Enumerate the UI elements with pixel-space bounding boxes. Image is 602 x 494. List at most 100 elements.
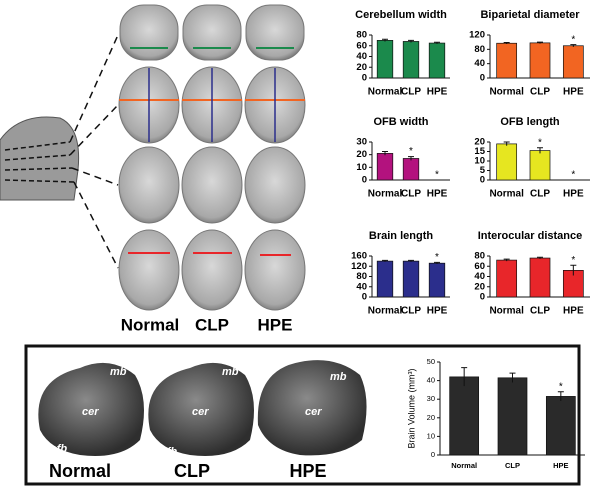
x-tick-label: CLP — [505, 461, 520, 470]
y-tick-label: 120 — [469, 30, 485, 41]
x-tick-label: HPE — [563, 87, 584, 98]
part-label: ofb — [160, 446, 177, 458]
part-label: mb — [330, 371, 347, 383]
error-bar — [408, 39, 414, 43]
y-tick-label: 0 — [480, 292, 485, 303]
y-tick-label: 40 — [474, 271, 485, 282]
bar — [402, 158, 420, 181]
render-panel: mb cer ofb mb cer ofb mb cer Normal CLP … — [24, 344, 581, 486]
slice-label: HPE — [258, 315, 293, 334]
y-tick-label: 10 — [356, 162, 367, 173]
bar — [376, 40, 394, 79]
error-bar — [382, 38, 388, 42]
y-tick-label: 60 — [474, 261, 485, 272]
x-tick-label: Normal — [489, 189, 524, 200]
part-label: mb — [222, 366, 239, 378]
error-bar — [503, 258, 510, 262]
bar — [529, 42, 551, 79]
y-tick-label: 15 — [474, 146, 485, 157]
bar — [496, 259, 518, 298]
error-bar — [434, 261, 440, 264]
significance-marker: * — [571, 34, 575, 45]
y-tick-label: 50 — [427, 357, 435, 366]
part-label: cer — [305, 406, 322, 418]
y-tick-label: 40 — [356, 281, 367, 292]
y-tick-label: 160 — [351, 251, 367, 262]
y-tick-label: 40 — [474, 58, 485, 69]
x-tick-label: HPE — [427, 306, 448, 317]
y-tick-label: 20 — [474, 281, 485, 292]
significance-marker: * — [435, 252, 439, 263]
y-tick-label: 5 — [480, 165, 486, 176]
part-label: cer — [192, 406, 209, 418]
error-bar — [503, 42, 510, 44]
bar — [402, 41, 420, 79]
render-label: Normal — [49, 461, 111, 481]
bar — [497, 377, 528, 456]
error-bar — [382, 259, 388, 262]
significance-marker: * — [435, 170, 439, 181]
x-tick-label: HPE — [563, 189, 584, 200]
bar — [496, 42, 518, 79]
significance-marker: * — [559, 381, 563, 392]
slice-label: Normal — [121, 315, 180, 334]
sagittal-view — [0, 34, 119, 269]
render-label: HPE — [289, 461, 326, 481]
x-tick-label: CLP — [401, 189, 421, 200]
y-tick-label: 10 — [474, 156, 485, 167]
y-tick-label: 0 — [480, 73, 485, 84]
y-tick-label: 60 — [356, 40, 367, 51]
error-bar — [408, 156, 414, 161]
chart-title: Cerebellum width — [355, 9, 447, 21]
y-tick-label: 80 — [474, 44, 485, 55]
part-label: ofb — [50, 443, 67, 455]
significance-marker: * — [538, 137, 542, 148]
error-bar — [503, 141, 510, 146]
x-tick-label: HPE — [563, 306, 584, 317]
x-tick-label: Normal — [451, 461, 477, 470]
y-tick-label: 0 — [362, 175, 367, 186]
bar — [402, 260, 420, 298]
y-tick-label: 10 — [427, 431, 435, 440]
x-tick-label: HPE — [427, 189, 448, 200]
part-label: mb — [110, 366, 127, 378]
x-tick-label: CLP — [401, 87, 421, 98]
bar — [545, 396, 576, 456]
bar — [496, 143, 518, 181]
x-tick-label: Normal — [368, 87, 403, 98]
y-tick-label: 30 — [427, 394, 435, 403]
y-tick-label: 20 — [356, 149, 367, 160]
x-tick-label: CLP — [530, 306, 550, 317]
part-label: cer — [82, 406, 99, 418]
y-tick-label: 0 — [362, 73, 367, 84]
error-bar — [537, 256, 543, 259]
y-tick-label: 20 — [474, 137, 485, 148]
bar — [428, 262, 446, 298]
bar — [428, 42, 446, 79]
chart-title: OFB width — [374, 116, 429, 128]
x-tick-label: Normal — [489, 306, 524, 317]
bar — [376, 153, 394, 181]
x-tick-label: HPE — [553, 461, 568, 470]
x-tick-label: HPE — [427, 87, 448, 98]
x-tick-label: CLP — [530, 189, 550, 200]
y-tick-label: 80 — [356, 30, 367, 41]
significance-marker: * — [409, 146, 413, 157]
y-tick-label: 120 — [351, 261, 367, 272]
error-bar — [537, 147, 543, 154]
error-bar — [461, 367, 468, 387]
error-bar — [537, 41, 543, 44]
y-tick-label: 0 — [362, 292, 367, 303]
chart-title: Interocular distance — [478, 230, 583, 242]
bar — [449, 376, 480, 456]
chart-title: OFB length — [500, 116, 560, 128]
y-tick-label: 80 — [356, 271, 367, 282]
y-tick-label: 20 — [356, 62, 367, 73]
error-bar — [382, 151, 388, 156]
error-bar — [434, 41, 440, 44]
x-tick-label: Normal — [368, 306, 403, 317]
y-tick-label: 20 — [427, 413, 435, 422]
x-tick-label: CLP — [401, 306, 421, 317]
bar — [529, 150, 551, 181]
